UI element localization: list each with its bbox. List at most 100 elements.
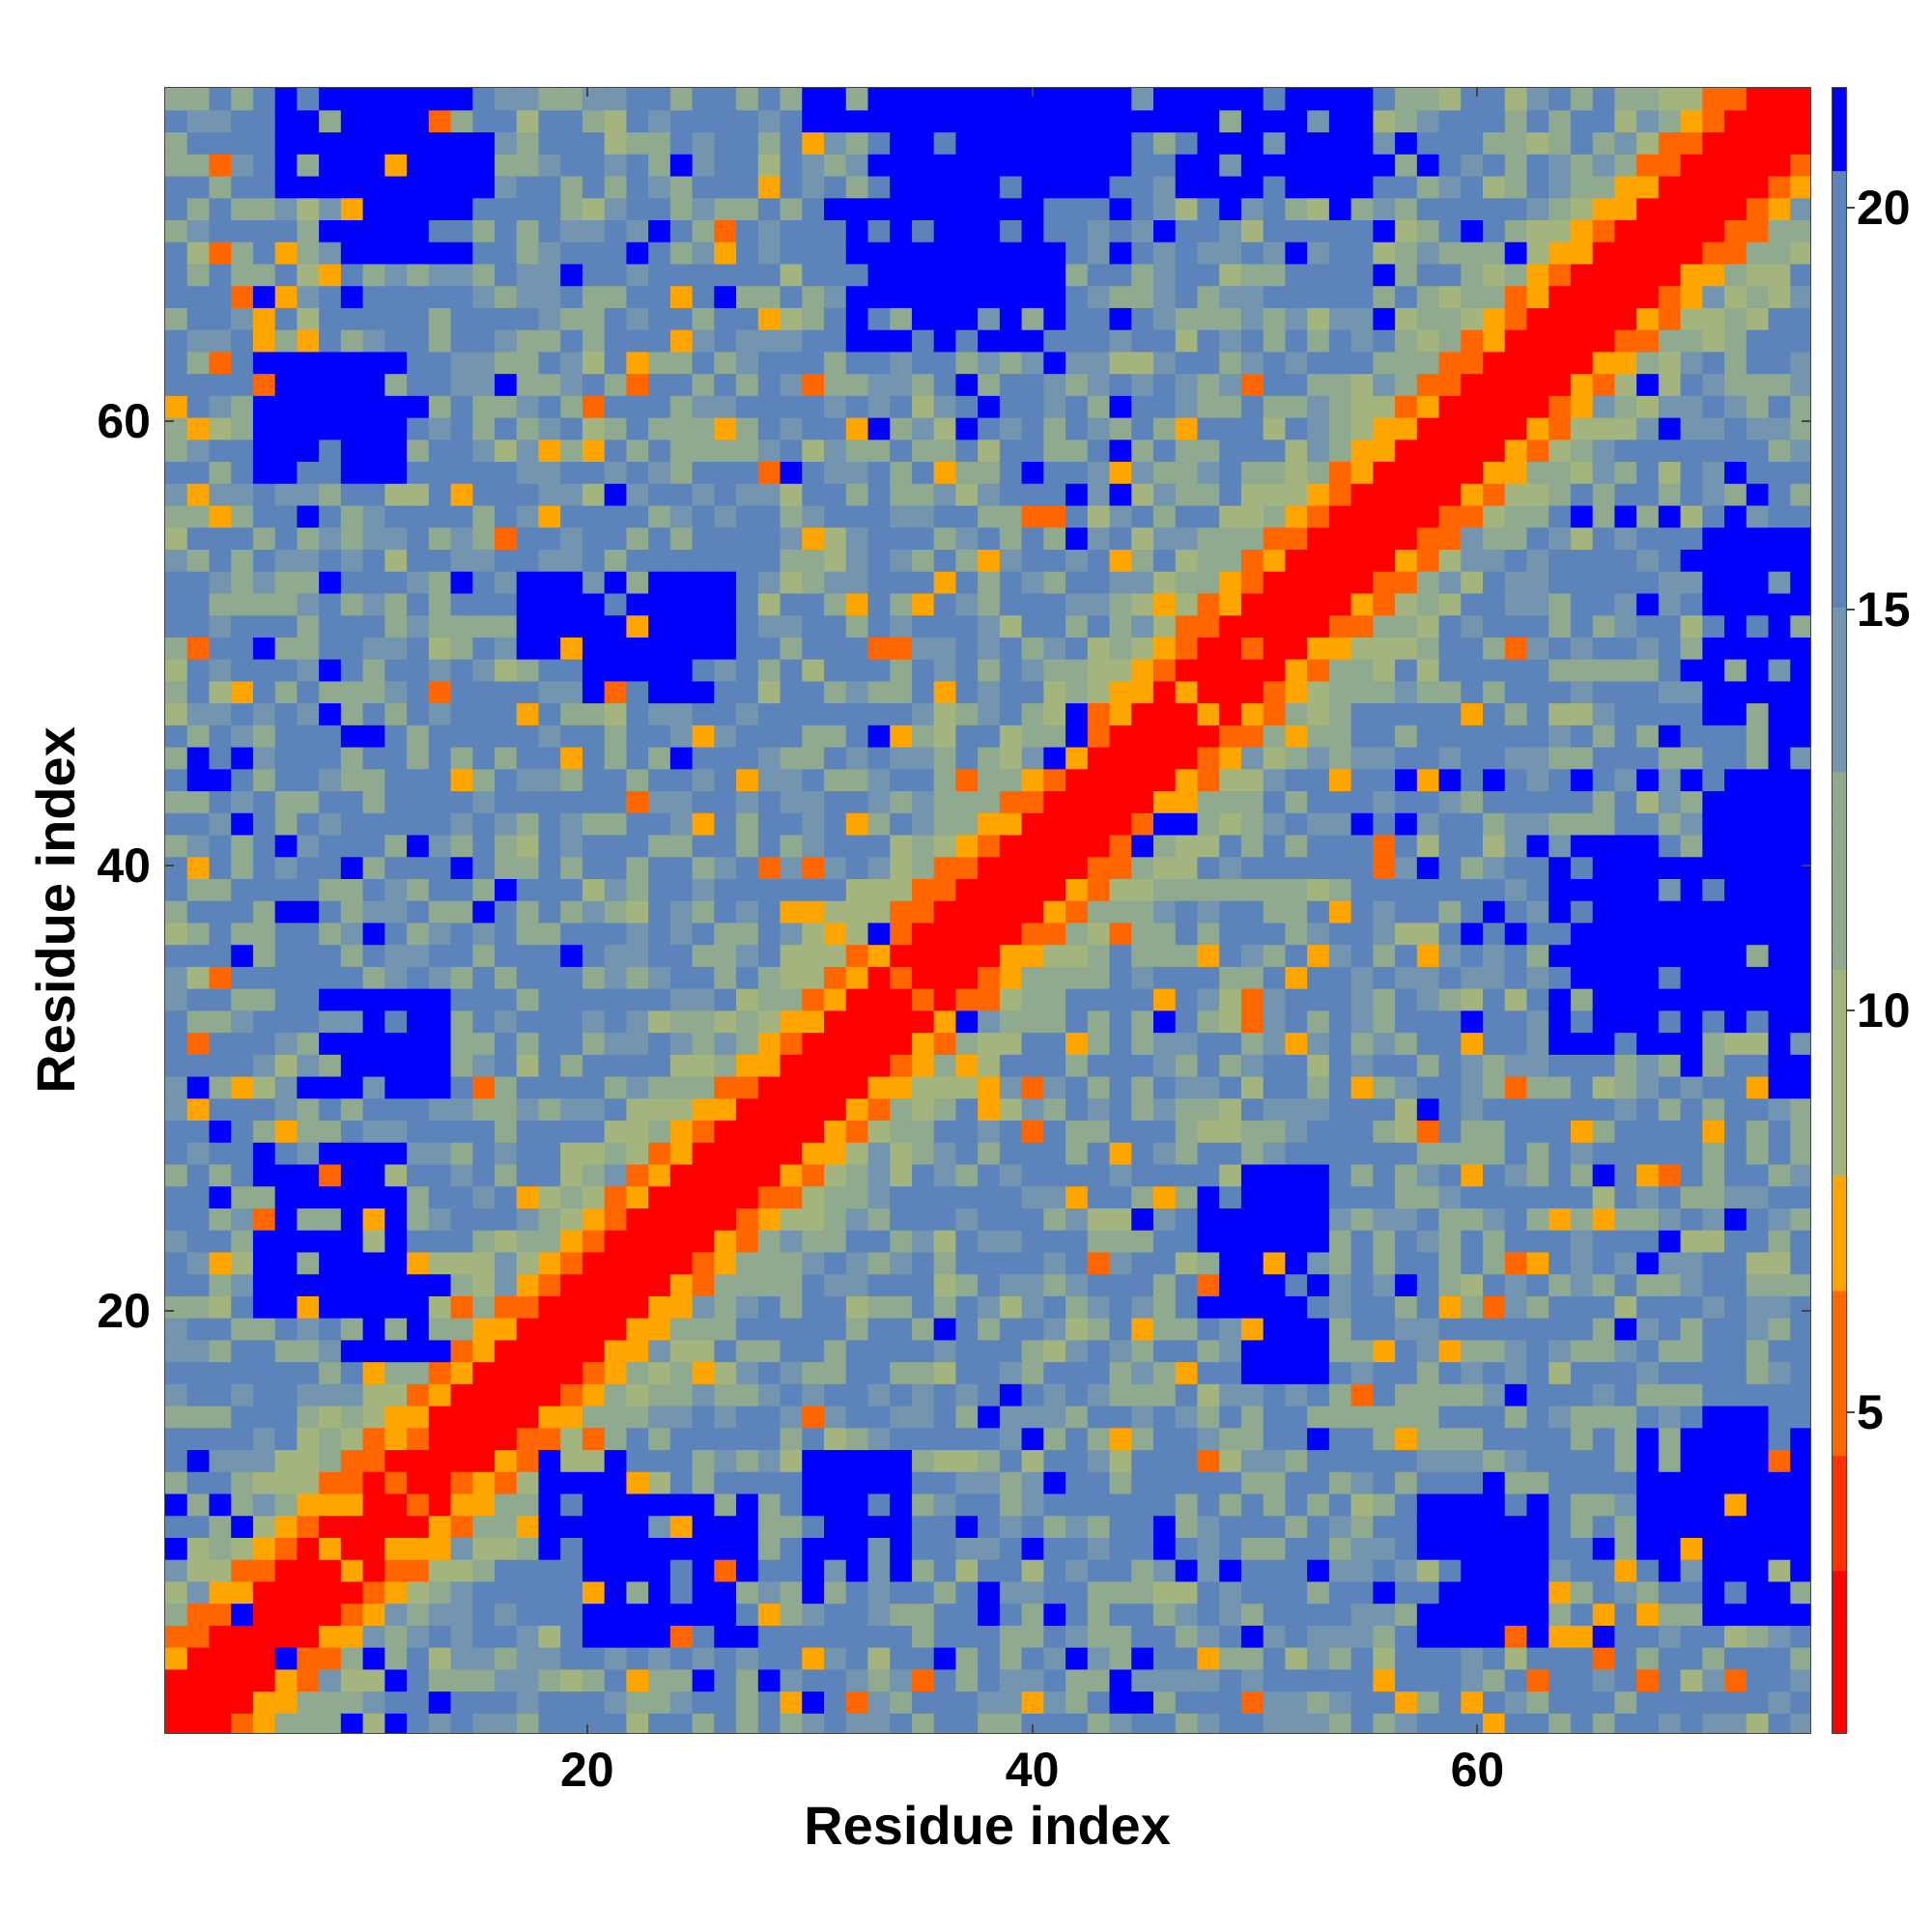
heatmap-cell — [209, 747, 232, 770]
heatmap-cell — [1461, 724, 1484, 748]
heatmap-cell — [560, 1230, 583, 1253]
heatmap-cell — [165, 834, 188, 858]
heatmap-cell — [252, 242, 276, 265]
heatmap-cell — [297, 724, 320, 748]
heatmap-cell — [1307, 1032, 1330, 1055]
heatmap-cell — [911, 988, 935, 1011]
heatmap-cell — [911, 571, 935, 594]
heatmap-cell — [165, 1009, 188, 1034]
heatmap-cell — [495, 1515, 518, 1538]
heatmap-cell — [274, 131, 298, 155]
heatmap-cell — [802, 1208, 825, 1231]
heatmap-cell — [1416, 966, 1440, 989]
heatmap-cell — [933, 1383, 956, 1406]
heatmap-cell — [626, 307, 649, 330]
heatmap-cell — [1526, 812, 1549, 836]
heatmap-cell — [1197, 834, 1220, 858]
heatmap-cell — [1087, 1076, 1111, 1099]
heatmap-cell — [209, 526, 232, 550]
heatmap-cell — [867, 571, 891, 594]
heatmap-cell — [736, 351, 759, 375]
heatmap-cell — [1373, 944, 1396, 967]
heatmap-cell — [604, 395, 627, 418]
heatmap-cell — [450, 724, 473, 748]
heatmap-cell — [757, 526, 781, 550]
heatmap-cell — [1153, 1492, 1177, 1517]
heatmap-cell — [669, 154, 694, 177]
heatmap-cell — [340, 504, 364, 528]
heatmap-cell — [757, 747, 781, 770]
heatmap-cell — [1373, 1208, 1396, 1231]
heatmap-cell — [582, 944, 606, 967]
heatmap-cell — [1175, 526, 1199, 550]
heatmap-cell — [1395, 1208, 1418, 1231]
heatmap-cell — [978, 109, 1001, 133]
heatmap-cell — [714, 263, 737, 287]
heatmap-cell — [209, 614, 232, 638]
heatmap-cell — [1592, 109, 1615, 133]
heatmap-cell — [1328, 571, 1352, 594]
heatmap-cell — [1285, 790, 1308, 813]
heatmap-cell — [362, 1647, 385, 1670]
heatmap-cell — [209, 1251, 232, 1275]
heatmap-cell — [582, 1603, 606, 1626]
heatmap-cell — [1197, 1406, 1220, 1429]
heatmap-cell — [1153, 878, 1177, 901]
heatmap-cell — [582, 285, 606, 308]
heatmap-cell — [648, 1032, 671, 1055]
heatmap-cell — [802, 747, 825, 770]
heatmap-cell — [165, 1625, 188, 1648]
heatmap-cell — [209, 571, 232, 594]
heatmap-cell — [165, 1230, 188, 1253]
heatmap-cell — [1109, 680, 1132, 704]
heatmap-cell — [1109, 614, 1132, 638]
heatmap-cell — [802, 614, 825, 638]
heatmap-cell — [319, 834, 342, 858]
heatmap-cell — [1197, 944, 1220, 967]
heatmap-cell — [999, 1251, 1023, 1275]
heatmap-cell — [1065, 154, 1089, 177]
heatmap-cell — [1043, 856, 1066, 879]
heatmap-cell — [1461, 1339, 1484, 1363]
heatmap-cell — [407, 219, 430, 242]
heatmap-cell — [911, 900, 935, 923]
heatmap-cell — [757, 1713, 781, 1733]
heatmap-cell — [1504, 1318, 1528, 1341]
heatmap-cell — [538, 614, 561, 638]
heatmap-cell — [1395, 1515, 1418, 1538]
heatmap-cell — [1285, 966, 1308, 989]
heatmap-cell — [867, 1668, 891, 1692]
heatmap-cell — [340, 856, 364, 879]
heatmap-cell — [736, 373, 759, 396]
heatmap-cell — [1219, 834, 1242, 858]
heatmap-cell — [1483, 439, 1506, 463]
heatmap-cell — [231, 395, 254, 418]
heatmap-cell — [890, 1647, 913, 1670]
heatmap-cell — [319, 1690, 342, 1714]
heatmap-cell — [933, 504, 956, 528]
heatmap-cell — [604, 1603, 627, 1626]
heatmap-cell — [384, 439, 408, 463]
heatmap-cell — [428, 351, 452, 375]
heatmap-cell — [297, 1295, 320, 1319]
heatmap-cell — [560, 483, 583, 506]
heatmap-cell — [669, 680, 694, 704]
heatmap-cell — [890, 351, 913, 375]
heatmap-cell — [604, 526, 627, 550]
heatmap-cell — [1438, 307, 1462, 330]
heatmap-cell — [209, 1361, 232, 1384]
heatmap-cell — [274, 1142, 298, 1165]
heatmap-cell — [274, 351, 298, 375]
heatmap-cell — [1526, 878, 1549, 901]
heatmap-cell — [999, 659, 1023, 682]
heatmap-cell — [824, 680, 847, 704]
heatmap-cell — [867, 417, 891, 440]
heatmap-cell — [1285, 131, 1308, 155]
heatmap-cell — [867, 922, 891, 946]
heatmap-cell — [1416, 900, 1440, 923]
heatmap-cell — [1395, 483, 1418, 506]
heatmap-cell — [1307, 659, 1330, 682]
heatmap-cell — [1328, 263, 1352, 287]
heatmap-cell — [1021, 1120, 1044, 1143]
heatmap-cell — [714, 1406, 737, 1429]
